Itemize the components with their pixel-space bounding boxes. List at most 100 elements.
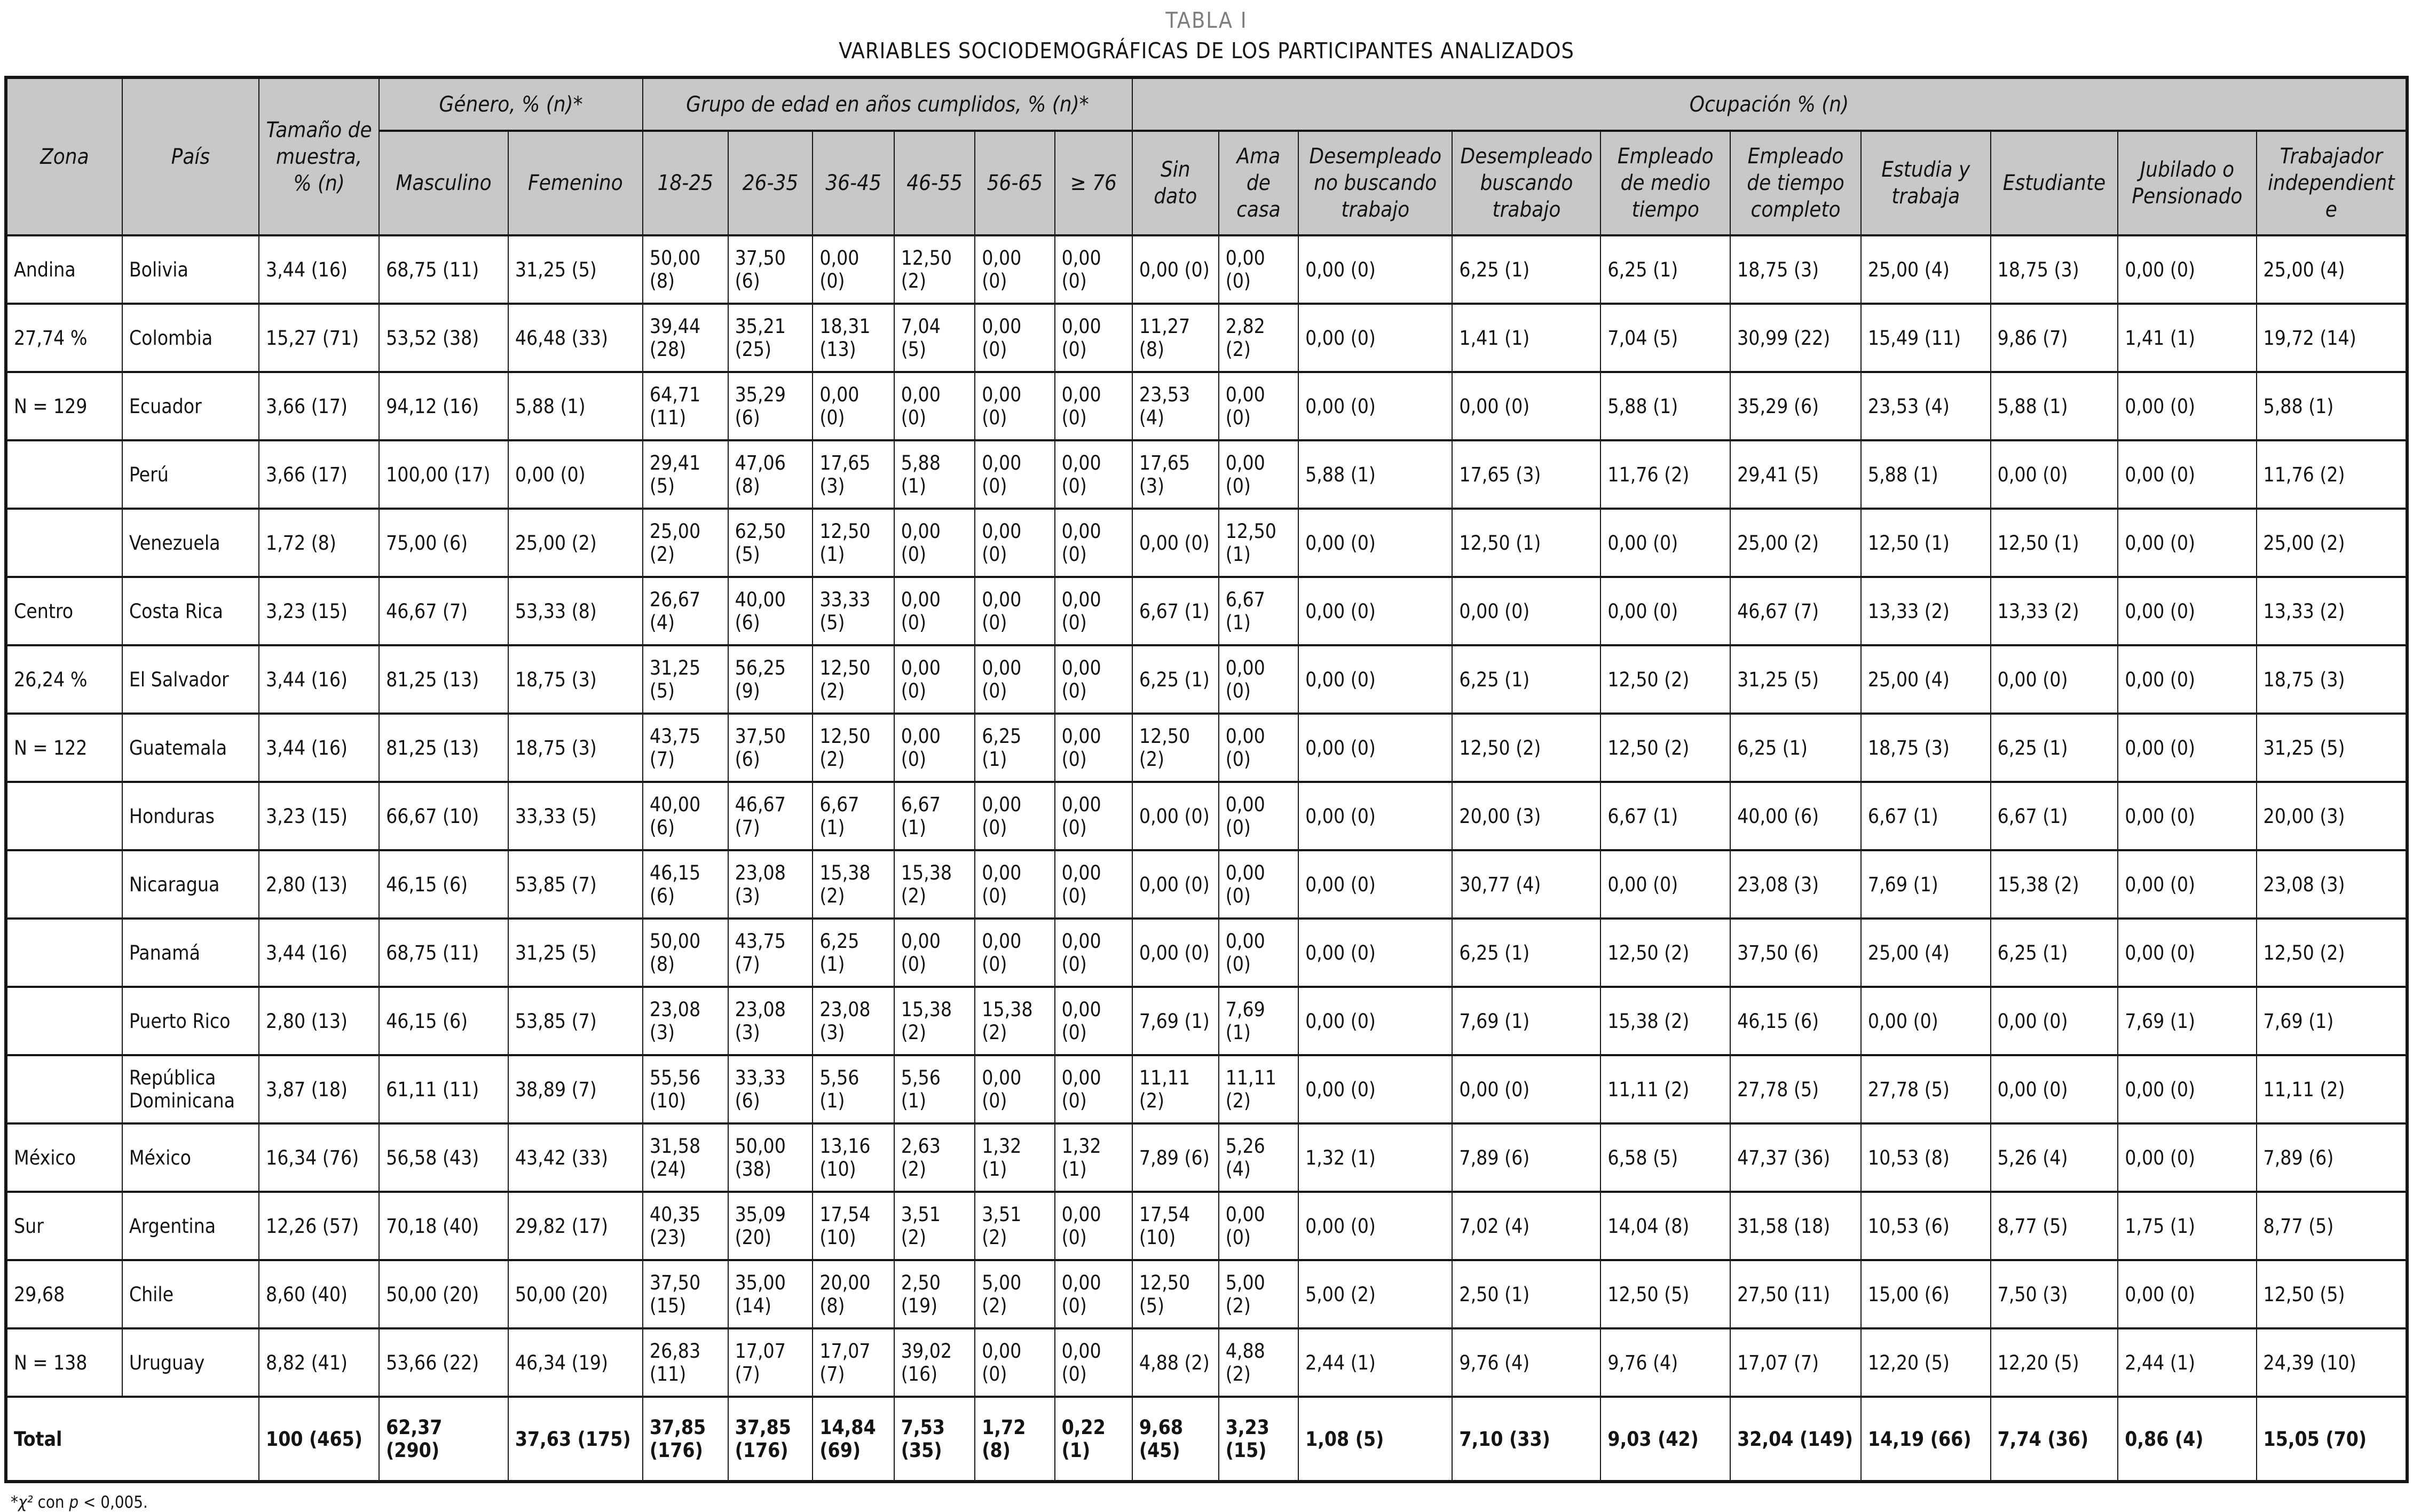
pais-cell: Venezuela bbox=[121, 508, 260, 579]
value-cell: 38,89 (7) bbox=[507, 1054, 643, 1125]
value-cell: 0,00 (0) bbox=[1054, 234, 1133, 305]
value-cell: 0,00 (0) bbox=[2117, 508, 2257, 579]
col-header-femenino: Femenino bbox=[507, 130, 643, 237]
value-cell: 46,15 (6) bbox=[1730, 986, 1862, 1057]
table-body: Andina Bolivia 3,44 (16) 68,75 (11) 31,25 (5… bbox=[5, 234, 2408, 1483]
value-cell: 0,00 (0) bbox=[1218, 713, 1299, 783]
value-cell: 37,50 (6) bbox=[727, 713, 814, 783]
group-header-genero: Género, % (n)* bbox=[378, 76, 643, 132]
zona-cell bbox=[5, 1054, 123, 1125]
value-cell: 70,18 (40) bbox=[378, 1191, 509, 1262]
value-cell: 0,00 (0) bbox=[1298, 303, 1453, 374]
col-header-edad-26-35: 26-35 bbox=[727, 130, 814, 237]
table-row: 26,24 % El Salvador 3,44 (16) 81,25 (13) 18,… bbox=[5, 644, 2408, 715]
value-cell: 0,00 (0) bbox=[1131, 849, 1219, 920]
col-header-edad-76-mas: ≥ 76 bbox=[1054, 130, 1133, 237]
value-cell: 0,00 (0) bbox=[1054, 644, 1133, 715]
value-cell: 15,38 (2) bbox=[893, 986, 976, 1057]
zona-cell: México bbox=[5, 1122, 123, 1193]
value-cell: 12,50 (2) bbox=[812, 713, 895, 783]
value-cell: 12,50 (2) bbox=[893, 234, 976, 305]
table-row: Venezuela 1,72 (8) 75,00 (6) 25,00 (2) 25,00… bbox=[5, 508, 2408, 579]
value-cell: 25,00 (4) bbox=[2256, 234, 2408, 305]
value-cell: 23,53 (4) bbox=[1860, 371, 1991, 442]
value-cell: 100,00 (17) bbox=[378, 439, 509, 510]
value-cell: 2,80 (13) bbox=[258, 986, 380, 1057]
value-cell: 62,50 (5) bbox=[727, 508, 814, 579]
value-cell: 18,75 (3) bbox=[1860, 713, 1991, 783]
table-row: Perú 3,66 (17) 100,00 (17) 0,00 (0) 29,41 (5… bbox=[5, 439, 2408, 510]
table-row: Centro Costa Rica 3,23 (15) 46,67 (7) 53,33 … bbox=[5, 576, 2408, 647]
table-row: Andina Bolivia 3,44 (16) 68,75 (11) 31,25 (5… bbox=[5, 234, 2408, 305]
value-cell: 15,38 (2) bbox=[974, 986, 1055, 1057]
value-cell: 9,68 (45) bbox=[1131, 1396, 1219, 1483]
value-cell: 23,08 (3) bbox=[642, 986, 729, 1057]
value-cell: 29,41 (5) bbox=[642, 439, 729, 510]
value-cell: 6,25 (1) bbox=[1452, 234, 1602, 305]
value-cell: 6,67 (1) bbox=[893, 781, 976, 852]
pais-cell: Guatemala bbox=[121, 713, 260, 783]
zona-cell: Centro bbox=[5, 576, 123, 647]
value-cell: 31,58 (18) bbox=[1730, 1191, 1862, 1262]
value-cell: 9,76 (4) bbox=[1600, 1327, 1731, 1398]
value-cell: 12,50 (1) bbox=[812, 508, 895, 579]
value-cell: 12,50 (5) bbox=[2256, 1259, 2408, 1330]
value-cell: 8,77 (5) bbox=[2256, 1191, 2408, 1262]
zona-cell bbox=[5, 439, 123, 510]
value-cell: 75,00 (6) bbox=[378, 508, 509, 579]
value-cell: 1,75 (1) bbox=[2117, 1191, 2257, 1262]
table-row: República Dominicana 3,87 (18) 61,11 (11) 3… bbox=[5, 1054, 2408, 1125]
pais-cell: Argentina bbox=[121, 1191, 260, 1262]
value-cell: 12,50 (5) bbox=[1131, 1259, 1219, 1330]
value-cell: 10,53 (8) bbox=[1860, 1122, 1991, 1193]
value-cell: 17,07 (7) bbox=[1730, 1327, 1862, 1398]
value-cell: 0,00 (0) bbox=[974, 781, 1055, 852]
value-cell: 0,00 (0) bbox=[1298, 508, 1453, 579]
value-cell: 6,25 (1) bbox=[1131, 644, 1219, 715]
value-cell: 1,41 (1) bbox=[1452, 303, 1602, 374]
value-cell: 30,77 (4) bbox=[1452, 849, 1602, 920]
table-row: N = 122 Guatemala 3,44 (16) 81,25 (13) 18,75… bbox=[5, 713, 2408, 783]
value-cell: 0,00 (0) bbox=[1131, 508, 1219, 579]
value-cell: 0,00 (0) bbox=[2117, 781, 2257, 852]
value-cell: 35,00 (14) bbox=[727, 1259, 814, 1330]
value-cell: 0,00 (0) bbox=[1054, 849, 1133, 920]
value-cell: 0,00 (0) bbox=[2117, 849, 2257, 920]
value-cell: 3,87 (18) bbox=[258, 1054, 380, 1125]
value-cell: 0,00 (0) bbox=[1054, 371, 1133, 442]
value-cell: 7,02 (4) bbox=[1452, 1191, 1602, 1262]
value-cell: 14,84 (69) bbox=[812, 1396, 895, 1483]
value-cell: 0,00 (0) bbox=[1298, 371, 1453, 442]
value-cell: 11,76 (2) bbox=[1600, 439, 1731, 510]
value-cell: 0,00 (0) bbox=[1298, 1191, 1453, 1262]
value-cell: 62,37 (290) bbox=[378, 1396, 509, 1483]
value-cell: 13,33 (2) bbox=[1990, 576, 2119, 647]
value-cell: 7,89 (6) bbox=[1131, 1122, 1219, 1193]
value-cell: 0,00 (0) bbox=[1298, 986, 1453, 1057]
value-cell: 7,74 (36) bbox=[1990, 1396, 2119, 1483]
value-cell: 9,76 (4) bbox=[1452, 1327, 1602, 1398]
value-cell: 0,00 (0) bbox=[1054, 1327, 1133, 1398]
value-cell: 0,00 (0) bbox=[974, 439, 1055, 510]
value-cell: 4,88 (2) bbox=[1218, 1327, 1299, 1398]
pais-cell: Uruguay bbox=[121, 1327, 260, 1398]
group-header-grupo-edad: Grupo de edad en años cumplidos, % (n)* bbox=[642, 76, 1133, 132]
table-row: 27,74 % Colombia 15,27 (71) 53,52 (38) 46,48… bbox=[5, 303, 2408, 374]
col-header-zona: Zona bbox=[5, 76, 123, 237]
value-cell: 18,75 (3) bbox=[1730, 234, 1862, 305]
value-cell: 0,00 (0) bbox=[1298, 234, 1453, 305]
value-cell: 0,00 (0) bbox=[2117, 234, 2257, 305]
zona-cell bbox=[5, 986, 123, 1057]
value-cell: 6,25 (1) bbox=[1990, 917, 2119, 988]
pais-cell: México bbox=[121, 1122, 260, 1193]
value-cell: 7,04 (5) bbox=[893, 303, 976, 374]
value-cell: 0,00 (0) bbox=[893, 576, 976, 647]
value-cell: 0,00 (0) bbox=[1600, 849, 1731, 920]
value-cell: 43,75 (7) bbox=[642, 713, 729, 783]
value-cell: 3,44 (16) bbox=[258, 713, 380, 783]
value-cell: 40,00 (6) bbox=[1730, 781, 1862, 852]
pais-cell: Panamá bbox=[121, 917, 260, 988]
value-cell: 53,85 (7) bbox=[507, 849, 643, 920]
value-cell: 23,53 (4) bbox=[1131, 371, 1219, 442]
table-row: Panamá 3,44 (16) 68,75 (11) 31,25 (5) 50,00 … bbox=[5, 917, 2408, 988]
